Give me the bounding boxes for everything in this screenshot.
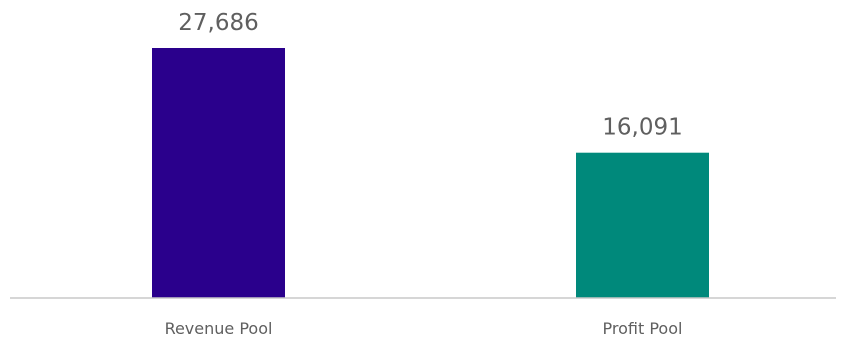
x-tick-labels-group: Revenue Pool Profit Pool xyxy=(165,319,683,338)
data-label-profit-pool: 16,091 xyxy=(602,115,682,141)
x-tick-label-revenue-pool: Revenue Pool xyxy=(165,319,273,338)
bars-group xyxy=(152,48,709,298)
bar-profit-pool xyxy=(576,152,709,298)
x-tick-label-profit-pool: Profit Pool xyxy=(603,319,683,338)
value-labels-group: 27,686 16,091 xyxy=(178,10,682,141)
data-label-revenue-pool: 27,686 xyxy=(178,10,258,36)
bar-revenue-pool xyxy=(152,48,285,298)
